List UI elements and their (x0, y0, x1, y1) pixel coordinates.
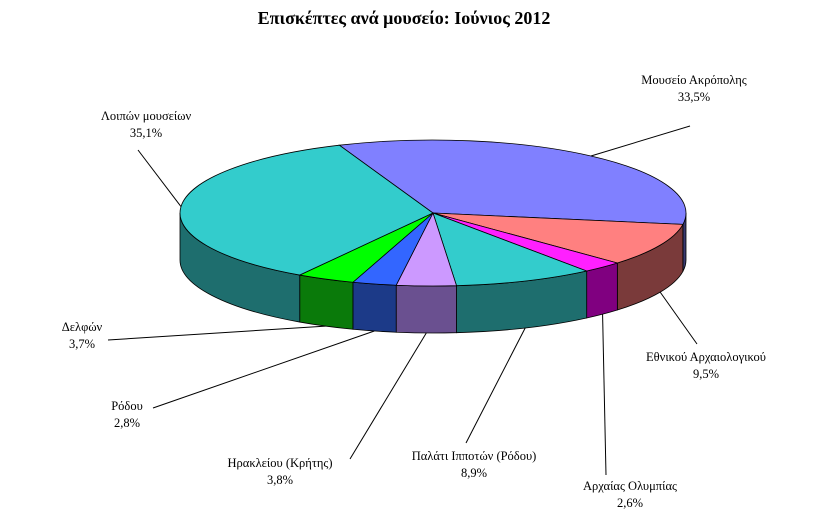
slice-name-label-3: Παλάτι Ιπποτών (Ρόδου) (412, 449, 537, 463)
slice-name-label-2: Αρχαίας Ολυμπίας (583, 479, 677, 493)
slice-value-label-0: 33,5% (678, 90, 710, 104)
slice-7 (179, 144, 434, 276)
chart-title: Επισκέπτες ανά μουσείο: Ιούνιος 2012 (258, 8, 551, 28)
slice-value-label-2: 2,6% (617, 496, 643, 510)
slice-name-label-5: Ρόδου (111, 399, 143, 413)
slice-value-label-3: 8,9% (461, 466, 487, 480)
leader-line-2 (602, 314, 607, 476)
slice-3 (432, 212, 589, 287)
slice-side-5 (352, 281, 397, 333)
slice-value-label-6: 3,7% (69, 337, 95, 351)
slice-value-label-7: 35,1% (130, 126, 162, 140)
leader-line-4 (349, 332, 427, 460)
leader-line-7 (137, 149, 182, 207)
slice-side-2 (586, 262, 618, 319)
slice-labels: Μουσείο Ακρόπολης 33,5% Εθνικού Αρχαιολογι… (62, 73, 766, 510)
slice-name-label-4: Ηρακλείου (Κρήτης) (228, 456, 333, 470)
leader-line-6 (107, 325, 326, 341)
slice-value-label-1: 9,5% (693, 367, 719, 381)
slice-side-4 (395, 284, 457, 334)
leader-lines (107, 125, 698, 476)
slice-name-label-1: Εθνικού Αρχαιολογικού (646, 350, 766, 364)
slice-1 (432, 212, 684, 264)
slice-value-label-5: 2,8% (114, 416, 140, 430)
leader-line-1 (659, 291, 698, 345)
leader-line-0 (590, 125, 691, 157)
slice-name-label-0: Μουσείο Ακρόπολης (641, 73, 746, 87)
slice-0 (338, 139, 687, 225)
slice-name-label-6: Δελφών (62, 320, 103, 334)
slice-name-label-7: Λοιπών μουσείων (101, 109, 192, 123)
leader-line-5 (152, 330, 375, 409)
pie-sides (179, 212, 687, 334)
slice-side-6 (299, 274, 354, 330)
slice-value-label-4: 3,8% (267, 473, 293, 487)
pie-slices (179, 139, 687, 287)
leader-line-3 (465, 327, 526, 444)
